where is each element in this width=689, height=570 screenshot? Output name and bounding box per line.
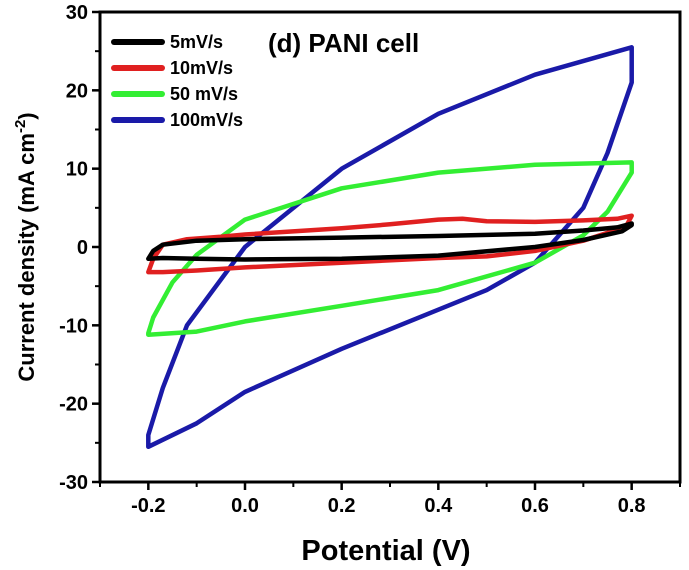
- x-tick-label: 0.4: [424, 495, 453, 517]
- series-line-3: [146, 45, 634, 450]
- series-line-1: [146, 213, 634, 275]
- x-axis-title: Potential (V): [301, 535, 470, 567]
- legend: 5mV/s 10mV/s 50 mV/s 100mV/s: [111, 32, 243, 130]
- legend-label-2: 50 mV/s: [170, 84, 238, 104]
- chart-title: (d) PANI cell: [268, 28, 419, 58]
- x-tick-label: 0.2: [328, 495, 356, 517]
- series-line-2: [146, 160, 634, 337]
- y-axis-title-sup: -2: [12, 120, 29, 133]
- y-axis-title-main: Current density (mA cm: [14, 133, 39, 382]
- y-tick-label: 20: [66, 80, 88, 102]
- y-tick-label: -20: [59, 394, 88, 416]
- x-tick-label: 0.6: [521, 495, 549, 517]
- y-tick-label: -30: [59, 472, 88, 494]
- x-tick-label: -0.2: [131, 495, 165, 517]
- y-tick-label: 0: [77, 237, 88, 259]
- legend-label-1: 10mV/s: [170, 58, 233, 78]
- plot-frame: [98, 10, 682, 484]
- y-axis-title-close: ): [14, 112, 39, 119]
- y-tick-label: 10: [66, 159, 88, 181]
- x-tick-label: 0.0: [231, 495, 259, 517]
- y-tick-label: 30: [66, 2, 88, 24]
- legend-label-3: 100mV/s: [170, 110, 243, 130]
- y-tick-label: -10: [59, 315, 88, 337]
- legend-label-0: 5mV/s: [170, 32, 223, 52]
- x-tick-label: 0.8: [618, 495, 646, 517]
- series-line-0: [146, 221, 634, 262]
- y-axis-title: Current density (mA cm-2): [12, 112, 39, 381]
